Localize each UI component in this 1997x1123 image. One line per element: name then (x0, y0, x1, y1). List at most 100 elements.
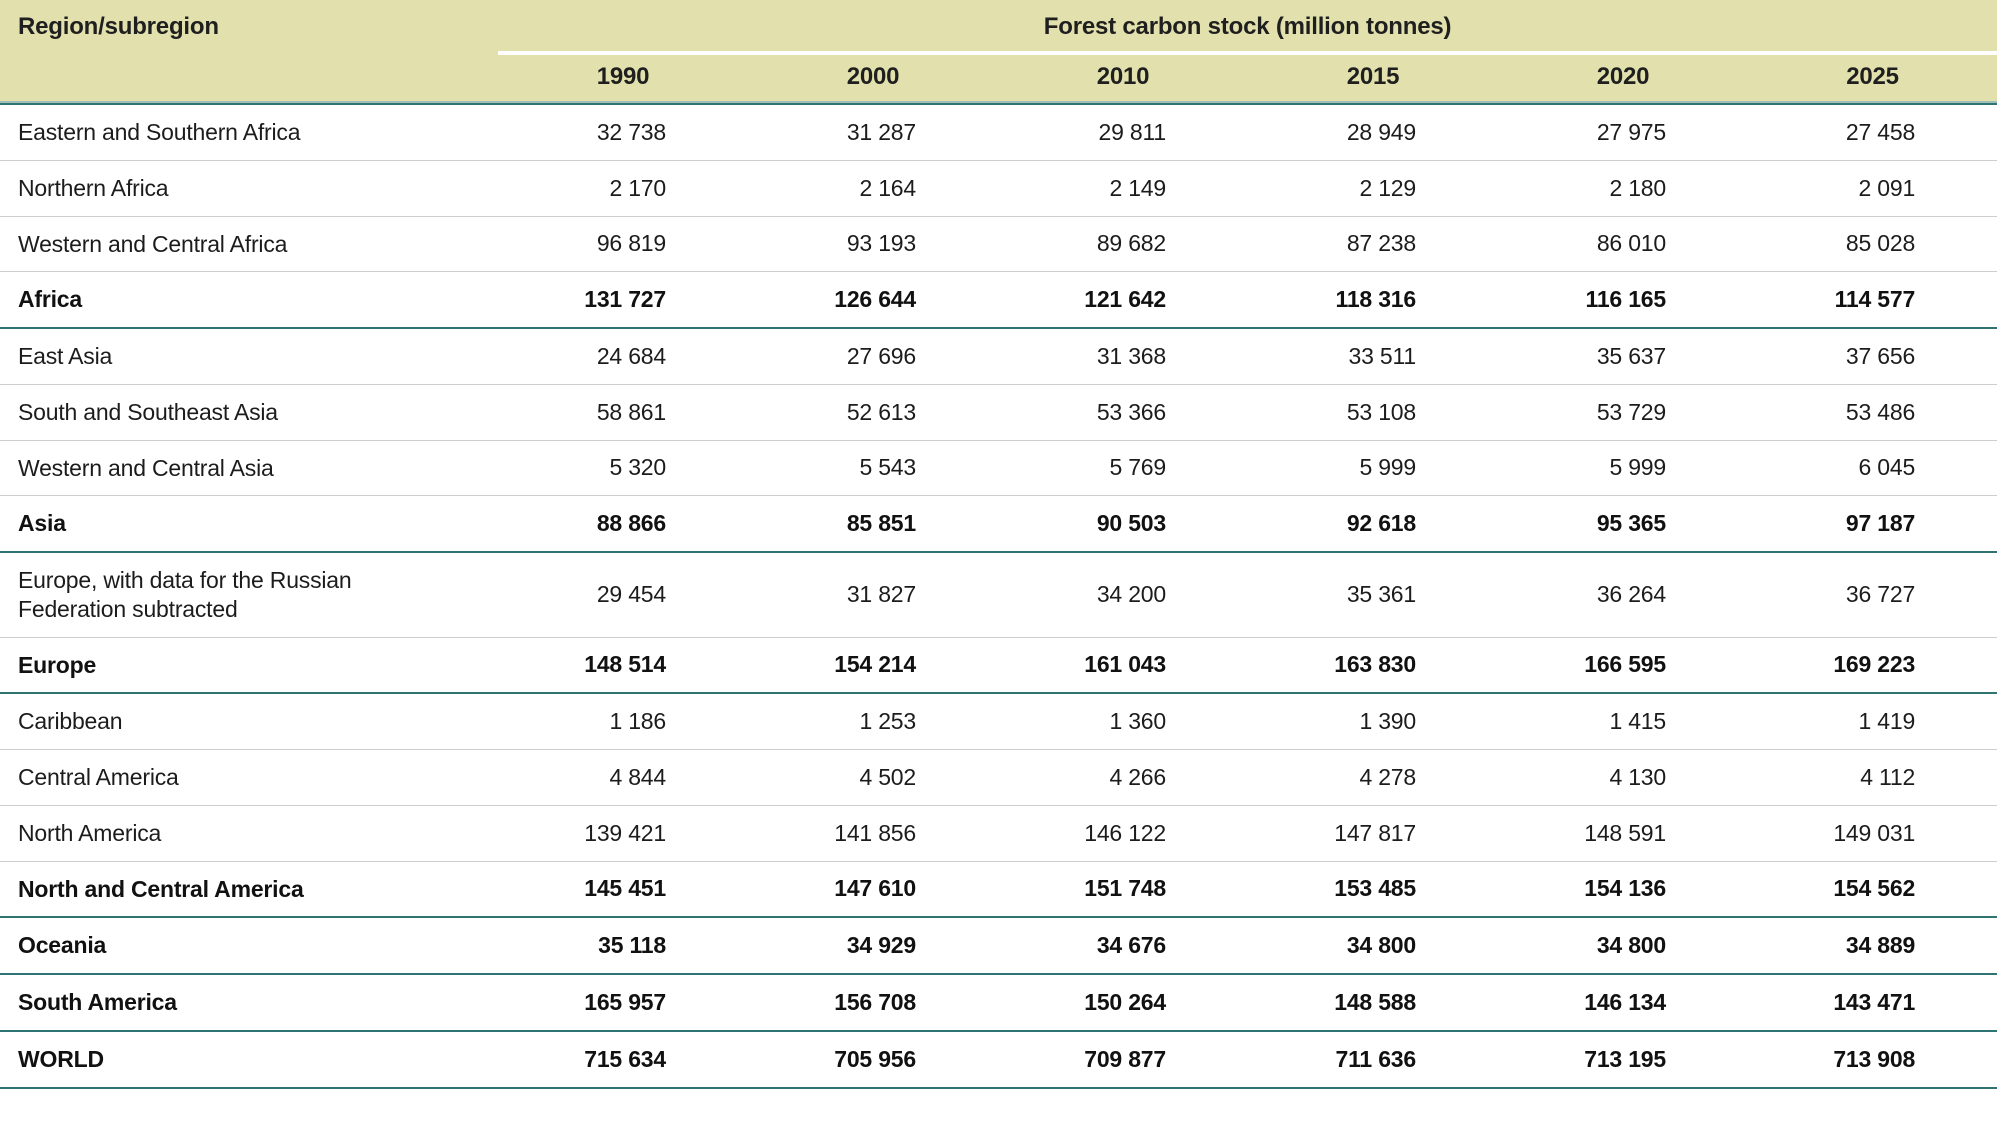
value-cell: 713 908 (1748, 1030, 1997, 1089)
value-cell: 150 264 (998, 974, 1248, 1032)
value-cell: 146 122 (998, 805, 1248, 862)
value-cell: 34 929 (748, 917, 998, 975)
region-cell: Oceania (0, 917, 498, 975)
value-cell: 34 676 (998, 917, 1248, 975)
value-cell: 53 366 (998, 384, 1248, 441)
value-cell: 141 856 (748, 805, 998, 862)
table-row: Eastern and Southern Africa 32 738 31 287 2… (0, 104, 1997, 161)
table-row-total: Europe 148 514 154 214 161 043 163 830 166 59… (0, 637, 1997, 695)
value-cell: 165 957 (498, 974, 748, 1032)
year-column-header: 2000 (748, 53, 998, 105)
value-cell: 147 610 (748, 861, 998, 919)
table-row-total: WORLD 715 634 705 956 709 877 711 636 713 195… (0, 1030, 1997, 1089)
value-cell: 2 180 (1498, 160, 1748, 217)
value-cell: 24 684 (498, 328, 748, 385)
region-cell: North America (0, 805, 498, 862)
value-cell: 95 365 (1498, 495, 1748, 554)
value-cell: 5 769 (998, 440, 1248, 497)
value-cell: 148 514 (498, 637, 748, 695)
value-cell: 2 091 (1748, 160, 1997, 217)
value-cell: 153 485 (1248, 861, 1498, 919)
value-cell: 145 451 (498, 861, 748, 919)
value-cell: 2 129 (1248, 160, 1498, 217)
value-cell: 27 696 (748, 328, 998, 385)
year-column-header: 2015 (1248, 53, 1498, 105)
value-cell: 154 214 (748, 637, 998, 695)
year-column-header: 1990 (498, 53, 748, 105)
value-cell: 53 108 (1248, 384, 1498, 441)
value-cell: 4 266 (998, 749, 1248, 806)
value-cell: 126 644 (748, 271, 998, 330)
year-column-header: 2010 (998, 53, 1248, 105)
value-cell: 53 729 (1498, 384, 1748, 441)
value-cell: 35 637 (1498, 328, 1748, 385)
value-cell: 34 800 (1248, 917, 1498, 975)
table-row: South and Southeast Asia 58 861 52 613 53 3… (0, 384, 1997, 441)
table-row: Europe, with data for the Russian Federa… (0, 552, 1997, 638)
region-cell: Western and Central Africa (0, 216, 498, 273)
value-cell: 2 170 (498, 160, 748, 217)
value-cell: 1 253 (748, 693, 998, 751)
value-cell: 53 486 (1748, 384, 1997, 441)
value-cell: 147 817 (1248, 805, 1498, 862)
table-row: Western and Central Asia 5 320 5 543 5 769 5… (0, 440, 1997, 497)
value-cell: 34 200 (998, 552, 1248, 638)
value-cell: 143 471 (1748, 974, 1997, 1032)
value-cell: 31 368 (998, 328, 1248, 385)
table-row-total: South America 165 957 156 708 150 264 148 58… (0, 974, 1997, 1032)
table-row: North America 139 421 141 856 146 122 147 81… (0, 805, 1997, 862)
value-cell: 5 320 (498, 440, 748, 497)
region-cell: Asia (0, 495, 498, 554)
value-cell: 154 562 (1748, 861, 1997, 919)
table-row-total: Africa 131 727 126 644 121 642 118 316 116 16… (0, 271, 1997, 330)
value-cell: 705 956 (748, 1030, 998, 1089)
value-cell: 31 827 (748, 552, 998, 638)
value-cell: 166 595 (1498, 637, 1748, 695)
value-cell: 4 278 (1248, 749, 1498, 806)
header-row-group: Region/subregion Forest carbon stock (mi… (0, 0, 1997, 105)
value-cell: 34 800 (1498, 917, 1748, 975)
value-cell: 715 634 (498, 1030, 748, 1089)
value-cell: 1 419 (1748, 693, 1997, 751)
region-cell: Europe (0, 637, 498, 695)
value-cell: 4 844 (498, 749, 748, 806)
value-cell: 2 149 (998, 160, 1248, 217)
value-cell: 151 748 (998, 861, 1248, 919)
region-cell: Central America (0, 749, 498, 806)
year-column-header: 2020 (1498, 53, 1748, 105)
table-row: Caribbean 1 186 1 253 1 360 1 390 1 415 1 419 (0, 693, 1997, 751)
value-cell: 4 502 (748, 749, 998, 806)
value-cell: 97 187 (1748, 495, 1997, 554)
value-cell: 27 975 (1498, 104, 1748, 161)
region-subregion-header: Region/subregion (0, 0, 498, 105)
value-cell: 29 454 (498, 552, 748, 638)
value-cell: 4 112 (1748, 749, 1997, 806)
value-cell: 163 830 (1248, 637, 1498, 695)
value-cell: 36 727 (1748, 552, 1997, 638)
region-cell: North and Central America (0, 861, 498, 919)
value-cell: 156 708 (748, 974, 998, 1032)
value-cell: 52 613 (748, 384, 998, 441)
value-cell: 96 819 (498, 216, 748, 273)
value-cell: 32 738 (498, 104, 748, 161)
value-cell: 146 134 (1498, 974, 1748, 1032)
forest-carbon-stock-group-header: Forest carbon stock (million tonnes) (498, 0, 1997, 55)
value-cell: 169 223 (1748, 637, 1997, 695)
forest-carbon-stock-table: Region/subregion Forest carbon stock (mi… (0, 0, 1997, 1089)
value-cell: 148 588 (1248, 974, 1498, 1032)
header-row-years: 1990 2000 2010 2015 2020 2025 (0, 53, 1997, 105)
value-cell: 1 390 (1248, 693, 1498, 751)
value-cell: 34 889 (1748, 917, 1997, 975)
value-cell: 31 287 (748, 104, 998, 161)
value-cell: 90 503 (998, 495, 1248, 554)
value-cell: 148 591 (1498, 805, 1748, 862)
region-cell: East Asia (0, 328, 498, 385)
table-row: East Asia 24 684 27 696 31 368 33 511 35 637 3… (0, 328, 1997, 385)
table-row: Northern Africa 2 170 2 164 2 149 2 129 2 180… (0, 160, 1997, 217)
year-column-header: 2025 (1748, 53, 1997, 105)
value-cell: 58 861 (498, 384, 748, 441)
value-cell: 6 045 (1748, 440, 1997, 497)
value-cell: 5 999 (1498, 440, 1748, 497)
value-cell: 149 031 (1748, 805, 1997, 862)
table-row-total: Asia 88 866 85 851 90 503 92 618 95 365 97 187 (0, 495, 1997, 554)
